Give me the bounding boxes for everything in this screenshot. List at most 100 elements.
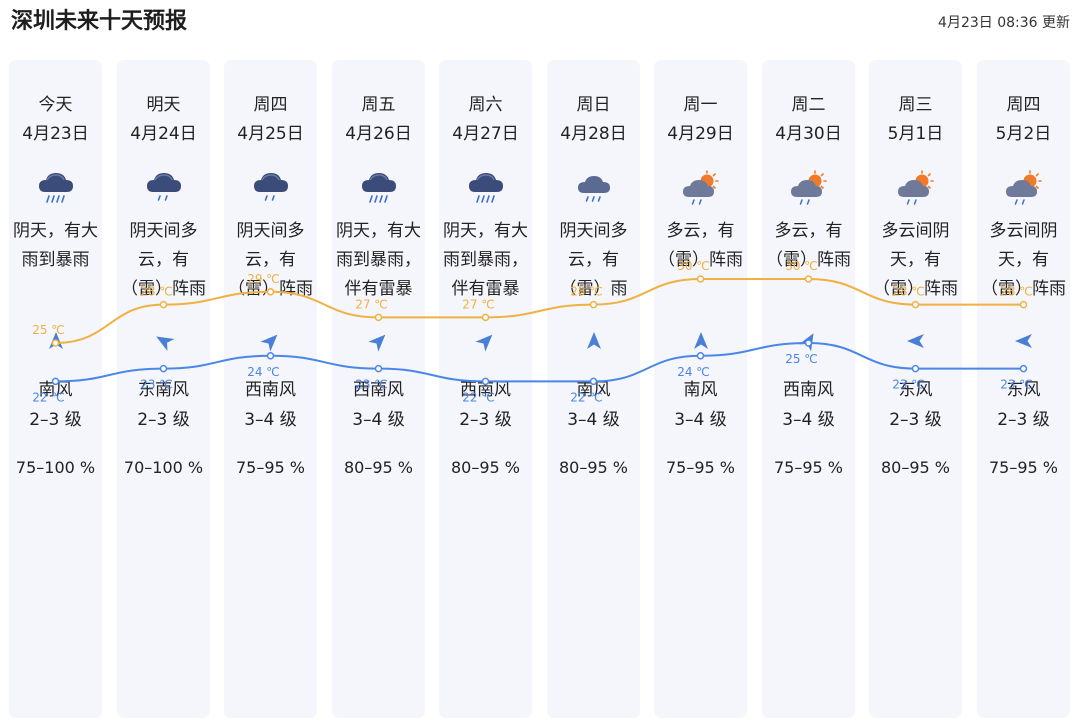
- day-date: 4月24日: [130, 124, 197, 144]
- description-line: 雨到暴雨，: [443, 250, 528, 270]
- sun-cloud-rain-icon: [683, 170, 719, 205]
- day-date: 4月23日: [22, 124, 89, 144]
- day-column: 周四 5月2日 多云间阴 天，有 （雷）阵雨 东风 2–3 级 75–95 %: [977, 60, 1070, 718]
- sun-cloud-rain-icon: [1006, 170, 1042, 205]
- description-line: （雷）阵雨: [766, 250, 851, 270]
- description-line: 天，有: [998, 250, 1049, 270]
- wind-direction-icon: [260, 334, 278, 352]
- wind-level: 2–3 级: [137, 410, 190, 430]
- description-line: 伴有雷暴: [344, 279, 413, 299]
- day-weekday: 周二: [791, 95, 826, 115]
- day-column: 周三 5月1日 多云间阴 天，有 （雷）阵雨 东风 2–3 级 80–95 %: [869, 60, 962, 718]
- sun-cloud-rain-icon: [791, 170, 827, 205]
- description-line: （雷）阵雨: [228, 279, 313, 299]
- description-line: 雨到暴雨，: [336, 250, 421, 270]
- weather-description: 多云，有 （雷）阵雨: [762, 217, 855, 275]
- humidity: 80–95 %: [880, 458, 950, 477]
- wind-level: 3–4 级: [244, 410, 297, 430]
- day-weekday: 周一: [683, 95, 718, 115]
- wind-direction-icon: [694, 332, 708, 349]
- description-line: 阴天，有大: [13, 221, 98, 241]
- weather-description: 多云，有 （雷）阵雨: [654, 217, 747, 275]
- day-date: 4月25日: [237, 124, 304, 144]
- humidity: 80–95 %: [558, 458, 628, 477]
- day-column: 周六 4月27日阴天，有大雨到暴雨， 伴有雷暴西南风 2–3 级 80–95 %: [439, 60, 532, 718]
- description-line: 云，有: [568, 250, 619, 270]
- description-line: 多云间阴: [989, 221, 1058, 241]
- humidity: 80–95 %: [343, 458, 413, 477]
- description-line: 阴天间多: [236, 221, 305, 241]
- day-weekday: 今天: [38, 95, 73, 115]
- rain-icon: [578, 176, 610, 202]
- description-line: 云，有: [245, 250, 296, 270]
- wind-direction-icon: [587, 332, 601, 349]
- day-column: 周一 4月29日 多云，有 （雷）阵雨 南风 3–4 级 75–95 %: [654, 60, 747, 718]
- day-column: 周五 4月26日 阴天，有大 雨到暴雨， 伴有雷暴 西南风 3–4 级 80–95 %: [332, 60, 425, 718]
- wind-direction-icon: [798, 333, 814, 352]
- page-title: 深圳未来十天预报: [11, 9, 188, 34]
- day-weekday: 周四: [1006, 95, 1041, 115]
- wind-direction: 南风: [576, 380, 611, 400]
- thunder-shower-icon: [254, 173, 288, 201]
- wind-level: 2–3 级: [459, 410, 512, 430]
- day-date: 5月1日: [887, 124, 944, 144]
- wind-direction-icon: [907, 334, 924, 348]
- day-weekday: 周三: [898, 95, 933, 115]
- description-line: 多云，有: [774, 221, 843, 241]
- wind-level: 3–4 级: [782, 410, 835, 430]
- weather-description: 阴天，有大雨到暴雨: [9, 217, 102, 275]
- description-line: 阴天间多: [129, 221, 198, 241]
- heavy-rain-icon: [469, 173, 503, 203]
- heavy-rain-icon: [39, 173, 73, 203]
- heavy-rain-icon: [362, 173, 396, 203]
- weather-description: 阴天间多云，有 （雷）阵雨: [224, 217, 317, 304]
- weather-description: 阴天，有大雨到暴雨， 伴有雷暴: [439, 217, 532, 304]
- humidity: 75–95 %: [773, 458, 843, 477]
- description-line: 阴天间多: [559, 221, 628, 241]
- humidity: 75–100 %: [15, 458, 96, 477]
- day-weekday: 明天: [146, 95, 181, 115]
- description-line: 伴有雷暴: [451, 279, 520, 299]
- humidity: 75–95 %: [235, 458, 305, 477]
- wind-direction: 西南风: [245, 380, 296, 400]
- day-weekday: 周六: [468, 95, 503, 115]
- description-line: 多云，有: [666, 221, 735, 241]
- wind-direction-icon: [49, 332, 63, 349]
- day-date: 4月28日: [560, 124, 627, 144]
- wind-direction: 南风: [38, 380, 73, 400]
- description-line: 多云间阴: [881, 221, 950, 241]
- day-column: 周二 4月30日多云，有 （雷）阵雨西南风 3–4 级 75–95 %: [762, 60, 855, 718]
- wind-direction: 西南风: [460, 380, 511, 400]
- forecast-columns: 今天 4月23日阴天，有大雨到暴雨南风 2–3 级 75–100 % 明天 4月24日阴天…: [9, 60, 1079, 720]
- wind-direction: 东风: [898, 380, 933, 400]
- description-line: （雷）阵雨: [658, 250, 743, 270]
- day-date: 4月27日: [452, 124, 519, 144]
- day-weekday: 周四: [253, 95, 288, 115]
- thunder-shower-icon: [147, 173, 181, 201]
- weather-description: 阴天间多云，有 （雷）雨: [547, 217, 640, 304]
- description-line: 阴天，有大: [336, 221, 421, 241]
- humidity: 70–100 %: [123, 458, 204, 477]
- description-line: 雨到暴雨: [21, 250, 90, 270]
- wind-direction: 西南风: [353, 380, 404, 400]
- wind-level: 3–4 级: [674, 410, 727, 430]
- wind-level: 3–4 级: [567, 410, 620, 430]
- description-line: （雷）雨: [559, 279, 628, 299]
- description-line: （雷）阵雨: [121, 279, 206, 299]
- wind-direction: 西南风: [783, 380, 834, 400]
- day-column: 今天 4月23日 阴天，有大 雨到暴雨 南风 2–3 级 75–100 %: [9, 60, 102, 718]
- sun-cloud-rain-icon: [898, 170, 934, 205]
- day-weekday: 周五: [361, 95, 396, 115]
- wind-direction-icon: [156, 336, 175, 352]
- description-line: 阴天，有大: [443, 221, 528, 241]
- weather-description: 阴天，有大雨到暴雨， 伴有雷暴: [332, 217, 425, 304]
- description-line: 云，有: [138, 250, 189, 270]
- weather-description: 多云间阴天，有 （雷）阵雨: [977, 217, 1070, 304]
- wind-direction: 南风: [683, 380, 718, 400]
- humidity: 80–95 %: [450, 458, 520, 477]
- wind-direction: 东风: [1006, 380, 1041, 400]
- day-column: 明天 4月24日 阴天间多 云，有 （雷）阵雨 东南风 2–3 级 70–100 %: [117, 60, 210, 718]
- day-date: 4月30日: [775, 124, 842, 144]
- description-line: （雷）阵雨: [981, 279, 1066, 299]
- description-line: （雷）阵雨: [873, 279, 958, 299]
